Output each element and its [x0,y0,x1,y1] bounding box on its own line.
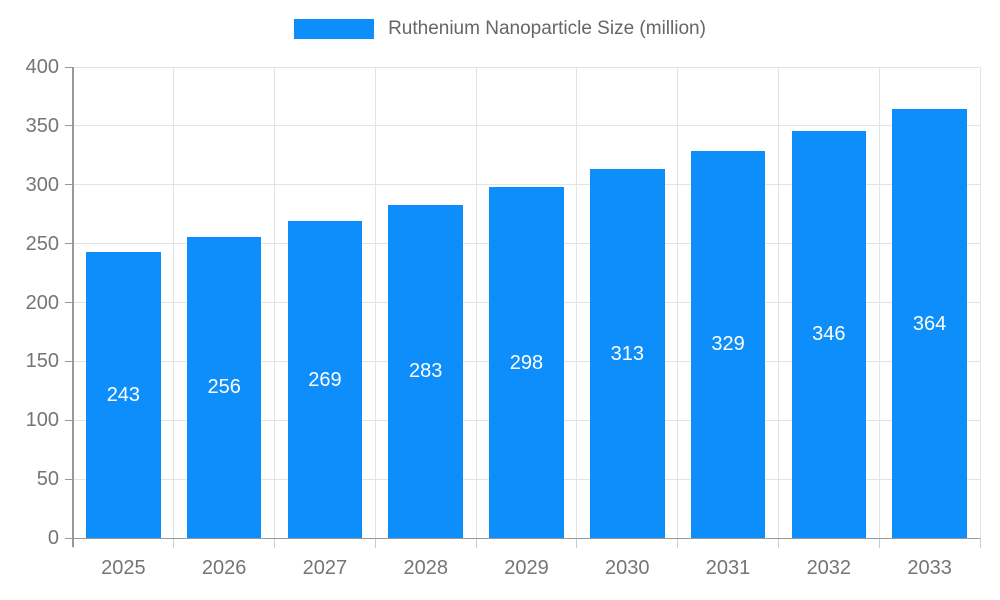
y-axis-tick [65,66,73,68]
bar-value-label: 269 [308,368,342,391]
y-axis-tick-label: 350 [25,114,59,137]
bar-value-label: 283 [409,360,443,383]
legend-label: Ruthenium Nanoparticle Size (million) [388,18,706,39]
y-axis-tick [65,184,73,186]
x-axis-tick [677,538,679,548]
gridline-horizontal [73,66,980,68]
y-axis-tick-label: 300 [25,173,59,196]
bar-2031: 329 [690,150,766,538]
bar-value-label: 256 [207,376,241,399]
x-axis-tick-label: 2030 [605,557,650,579]
y-axis-tick-label: 100 [25,409,59,432]
x-axis-line [65,537,980,539]
y-axis-tick-label: 200 [25,291,59,314]
y-axis-tick-label: 250 [25,232,59,255]
bar-2032: 346 [791,130,867,538]
y-axis-tick-label: 150 [25,350,59,373]
bar-value-label: 298 [509,351,544,374]
bar-value-label: 313 [610,342,644,365]
x-axis-tick-label: 2028 [403,557,448,579]
x-axis-tick [173,538,175,548]
y-axis-tick-label: 50 [36,468,59,491]
bar-value-label: 346 [812,323,846,346]
y-axis-tick [65,419,73,421]
bar-2030: 313 [589,169,665,538]
x-axis-tick [576,538,578,548]
x-axis-tick [274,538,276,548]
x-axis-tick-label: 2031 [705,557,751,579]
gridline-vertical [576,67,578,538]
y-axis-tick-label: 0 [47,527,59,549]
gridline-horizontal [73,125,980,127]
gridline-horizontal [73,184,980,186]
x-axis-tick-label: 2032 [806,557,852,579]
legend-item[interactable]: Ruthenium Nanoparticle Size (million) [0,18,1000,40]
bar-2033: 364 [892,109,967,538]
x-axis-tick [878,538,880,548]
y-axis-tick [65,243,73,245]
gridline-vertical [979,67,981,538]
bar-2029: 298 [489,187,564,538]
x-axis-tick-label: 2026 [201,557,247,579]
bar-2027: 269 [287,221,363,538]
x-axis-tick [979,538,981,548]
y-axis-tick [65,360,73,362]
bar-2025: 243 [86,251,161,538]
bar-value-label: 329 [711,333,745,356]
bar-value-label: 364 [912,312,947,335]
legend-swatch [294,19,375,39]
bar-value-label: 243 [106,383,141,406]
gridline-vertical [777,67,779,538]
x-axis-tick-label: 2033 [907,557,952,579]
gridline-vertical [878,67,880,538]
gridline-vertical [173,67,175,538]
x-axis-tick [475,538,477,548]
y-axis-tick [65,478,73,480]
y-axis-tick [65,125,73,127]
x-axis-tick [374,538,376,548]
x-axis-tick-label: 2029 [504,557,549,579]
x-axis-tick-label: 2025 [101,557,146,579]
gridline-vertical [475,67,477,538]
bar-2026: 256 [186,236,262,538]
y-axis-tick [65,302,73,303]
x-axis-tick [777,538,779,548]
y-axis-tick-label: 400 [25,56,59,78]
gridline-vertical [677,67,679,538]
x-axis-tick-label: 2027 [302,557,348,579]
gridline-vertical [274,67,276,538]
gridline-vertical [374,67,376,538]
bar-2028: 283 [388,204,463,538]
y-axis-line [72,67,74,547]
